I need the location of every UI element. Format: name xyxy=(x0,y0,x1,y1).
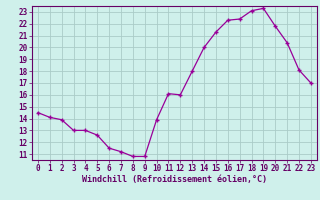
X-axis label: Windchill (Refroidissement éolien,°C): Windchill (Refroidissement éolien,°C) xyxy=(82,175,267,184)
